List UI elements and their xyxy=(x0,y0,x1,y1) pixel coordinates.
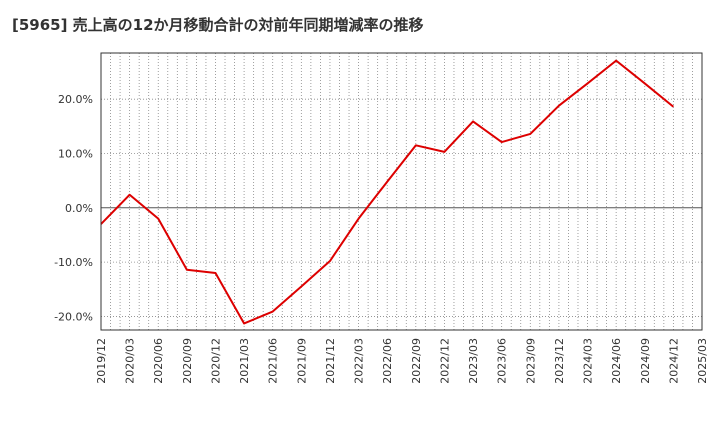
x-tick-label: 2019/12 xyxy=(95,338,108,384)
x-tick-label: 2021/03 xyxy=(238,338,251,384)
grid-lines xyxy=(101,53,702,330)
x-tick-label: 2022/03 xyxy=(353,338,366,384)
x-tick-label: 2020/09 xyxy=(181,338,194,384)
x-tick-label: 2020/06 xyxy=(152,338,165,384)
y-tick-label: -20.0% xyxy=(54,310,93,323)
x-tick-label: 2020/03 xyxy=(124,338,137,384)
x-tick-label: 2024/12 xyxy=(667,338,680,384)
x-tick-label: 2024/03 xyxy=(582,338,595,384)
x-tick-label: 2021/06 xyxy=(267,338,280,384)
x-tick-label: 2023/12 xyxy=(553,338,566,384)
x-tick-label: 2025/03 xyxy=(696,338,709,384)
plot-frame xyxy=(100,52,703,331)
y-tick-label: 20.0% xyxy=(58,93,93,106)
x-tick-label: 2021/12 xyxy=(324,338,337,384)
chart-title: [5965] 売上高の12か月移動合計の対前年同期増減率の推移 xyxy=(12,16,424,34)
x-tick-label: 2022/09 xyxy=(410,338,423,384)
x-tick-label: 2024/06 xyxy=(610,338,623,384)
y-axis-ticks: -20.0% -10.0% 0.0% 10.0% 20.0% xyxy=(54,93,93,323)
x-tick-label: 2020/12 xyxy=(209,338,222,384)
y-tick-label: 10.0% xyxy=(58,147,93,160)
x-tick-label: 2024/09 xyxy=(639,338,652,384)
x-axis-ticks: 2019/12 2020/03 2020/06 2020/09 2020/12 2021/… xyxy=(95,338,709,384)
y-tick-label: -10.0% xyxy=(54,256,93,269)
x-tick-label: 2023/06 xyxy=(496,338,509,384)
series-lines xyxy=(100,59,675,325)
y-tick-label: 0.0% xyxy=(65,202,93,215)
x-tick-label: 2022/12 xyxy=(438,338,451,384)
x-tick-label: 2023/03 xyxy=(467,338,480,384)
x-tick-label: 2022/06 xyxy=(381,338,394,384)
x-tick-label: 2021/09 xyxy=(295,338,308,384)
x-tick-label: 2023/09 xyxy=(524,338,537,384)
